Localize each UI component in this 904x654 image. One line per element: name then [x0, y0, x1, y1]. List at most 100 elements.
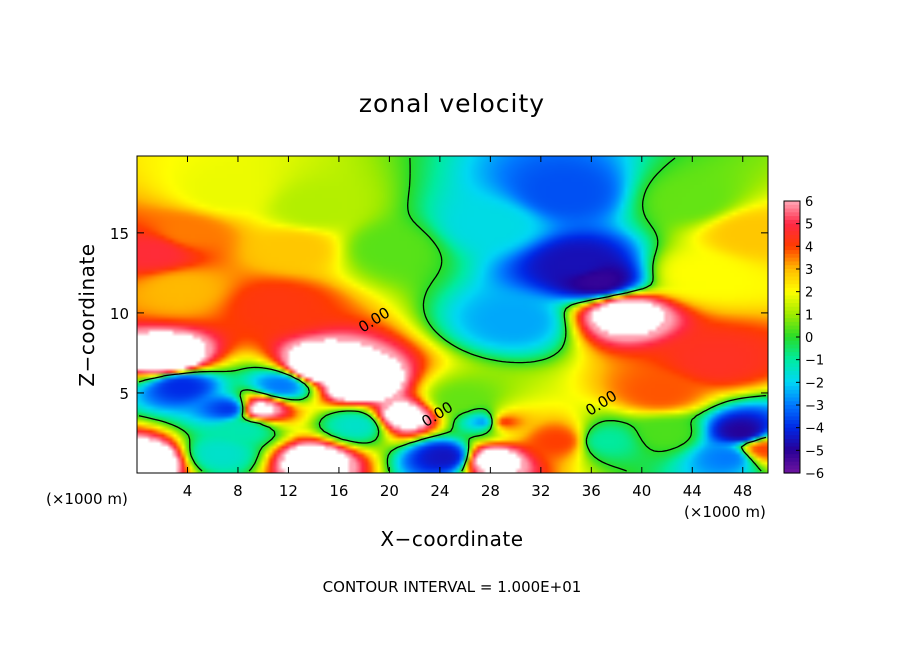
colorbar-swatch — [784, 265, 800, 270]
colorbar-swatch — [784, 250, 800, 255]
colorbar-swatch — [784, 420, 800, 425]
colorbar-swatch — [784, 469, 800, 474]
colorbar-swatch — [784, 280, 800, 285]
velocity-field — [137, 156, 768, 473]
colorbar-swatches — [784, 201, 800, 474]
colorbar-tick-label-10: −4 — [805, 422, 824, 437]
x-tick-label-16: 16 — [329, 482, 348, 500]
colorbar-tick-label-12: −6 — [805, 467, 824, 482]
y-tick-label-15: 15 — [110, 225, 129, 243]
colorbar-swatch — [784, 325, 800, 331]
colorbar-swatch — [784, 386, 800, 391]
x-tick-label-20: 20 — [380, 482, 399, 500]
x-tick-label-12: 12 — [279, 482, 298, 500]
x-unit-right: (×1000 m) — [684, 503, 766, 521]
y-axis-label: Z−coordinate — [75, 243, 99, 386]
colorbar-swatch — [784, 291, 800, 297]
contour-interval-note: CONTOUR INTERVAL = 1.000E+01 — [323, 578, 582, 596]
colorbar-swatch — [784, 303, 800, 308]
colorbar-swatch — [784, 321, 800, 327]
colorbar-swatch — [784, 465, 800, 470]
colorbar-swatch — [784, 231, 800, 236]
colorbar-tick-label-9: −3 — [805, 399, 824, 414]
colorbar-swatch — [784, 310, 800, 315]
colorbar-swatch — [784, 257, 800, 263]
chart-title: zonal velocity — [359, 89, 545, 118]
colorbar-swatch — [784, 461, 800, 467]
x-tick-label-28: 28 — [481, 482, 500, 500]
colorbar-swatch — [784, 329, 800, 334]
colorbar-swatch — [784, 408, 800, 414]
colorbar-swatch — [784, 219, 800, 225]
colorbar-tick-label-1: 5 — [805, 218, 813, 233]
colorbar-swatch — [784, 446, 800, 451]
colorbar-swatch — [784, 427, 800, 433]
colorbar-swatch — [784, 405, 800, 410]
colorbar-swatch — [784, 355, 800, 361]
colorbar-swatch — [784, 314, 800, 319]
colorbar-swatch — [784, 393, 800, 399]
colorbar-ticks: 6 5 4 3 2 1 0 −1 −2 −3 −4 −5 −6 — [796, 195, 824, 482]
colorbar-swatch — [784, 374, 800, 380]
x-axis-label: X−coordinate — [380, 527, 523, 551]
colorbar-swatch — [784, 318, 800, 323]
colorbar-swatch — [784, 363, 800, 368]
colorbar-tick-label-4: 2 — [805, 286, 813, 301]
colorbar-swatch — [784, 287, 800, 293]
colorbar: 6 5 4 3 2 1 0 −1 −2 −3 −4 −5 −6 — [783, 195, 824, 482]
x-tick-label-32: 32 — [531, 482, 550, 500]
colorbar-swatch — [784, 333, 800, 338]
colorbar-swatch — [784, 216, 800, 221]
colorbar-swatch — [784, 284, 800, 289]
colorbar-swatch — [784, 235, 800, 240]
y-tick-label-5: 5 — [119, 385, 129, 403]
colorbar-swatch — [784, 378, 800, 383]
x-unit-left: (×1000 m) — [46, 490, 128, 508]
colorbar-tick-label-0: 6 — [805, 195, 813, 210]
y-axis: 5 10 15 — [110, 225, 768, 403]
colorbar-swatch — [784, 340, 800, 346]
colorbar-swatch — [784, 272, 800, 278]
x-tick-label-4: 4 — [183, 482, 193, 500]
x-tick-label-40: 40 — [632, 482, 651, 500]
x-tick-label-24: 24 — [430, 482, 449, 500]
colorbar-swatch — [784, 401, 800, 406]
colorbar-swatch — [784, 261, 800, 266]
colorbar-swatch — [784, 253, 800, 259]
colorbar-swatch — [784, 227, 800, 232]
colorbar-swatch — [784, 442, 800, 448]
colorbar-swatch — [784, 223, 800, 229]
plot-area: 0.000.00 0.00 — [136, 155, 769, 474]
colorbar-swatch — [784, 382, 800, 387]
colorbar-tick-label-5: 1 — [805, 308, 813, 323]
colorbar-swatch — [784, 242, 800, 247]
colorbar-tick-label-2: 4 — [805, 240, 813, 255]
colorbar-swatch — [784, 435, 800, 440]
colorbar-swatch — [784, 431, 800, 436]
colorbar-tick-label-3: 3 — [805, 263, 813, 278]
colorbar-swatch — [784, 295, 800, 300]
colorbar-swatch — [784, 371, 800, 376]
colorbar-swatch — [784, 439, 800, 444]
contour-lines — [138, 157, 767, 472]
x-tick-label-36: 36 — [582, 482, 601, 500]
colorbar-swatch — [784, 389, 800, 395]
y-tick-label-10: 10 — [110, 305, 129, 323]
colorbar-tick-label-7: −1 — [805, 354, 824, 369]
colorbar-tick-label-11: −5 — [805, 444, 824, 459]
colorbar-swatch — [784, 212, 800, 217]
colorbar-swatch — [784, 412, 800, 417]
colorbar-swatch — [784, 352, 800, 357]
colorbar-swatch — [784, 204, 800, 210]
colorbar-swatch — [784, 246, 800, 251]
colorbar-swatch — [784, 450, 800, 455]
colorbar-swatch — [784, 367, 800, 372]
colorbar-swatch — [784, 348, 800, 353]
plot-frame — [136, 155, 769, 474]
colorbar-swatch — [784, 344, 800, 349]
x-axis: 4 8 12 16 20 24 28 32 36 40 44 48 — [183, 156, 752, 500]
x-tick-label-48: 48 — [733, 482, 752, 500]
colorbar-tick-label-6: 0 — [805, 331, 813, 346]
colorbar-swatch — [784, 299, 800, 304]
